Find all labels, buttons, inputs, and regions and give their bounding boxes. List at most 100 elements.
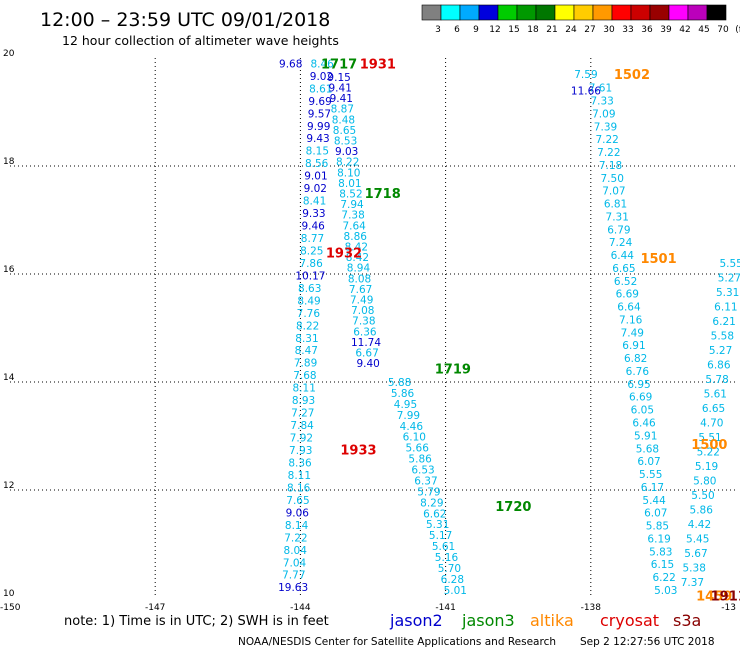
swh-value: 5.31 [716,287,739,299]
colorbar-label: (ft) [735,25,740,35]
swh-value: 5.83 [649,546,672,558]
swh-value: 8.86 [344,231,368,243]
pass-time-label: 1932 [326,246,362,261]
colorbar-label: 6 [454,25,460,35]
colorbar-swatch [706,4,727,21]
pass-time-label: 1933 [340,444,376,459]
swh-value: 9.41 [329,83,352,95]
swh-value: 8.25 [300,245,323,257]
swh-value: 6.95 [627,379,650,391]
pass-time-label: 1719 [435,363,471,378]
swh-value: 6.07 [637,456,660,468]
swh-value: 7.67 [349,284,372,296]
colorbar-swatch [592,4,613,21]
swh-value: 6.28 [441,574,464,586]
swh-value: 6.79 [607,224,630,236]
pass-time-label: 1502 [614,68,650,83]
swh-value: 6.15 [651,559,674,571]
swh-value: 9.03 [335,146,358,158]
swh-value: 8.36 [288,457,312,469]
swh-value: 5.67 [684,548,707,560]
swh-value: 9.02 [304,183,327,195]
footer-credit: NOAA/NESDIS Center for Satellite Applica… [238,636,556,648]
swh-value: 8.31 [295,333,318,345]
swh-value: 5.86 [408,454,432,466]
swh-value: 6.05 [631,405,654,417]
swh-value: 5.61 [432,541,455,553]
swh-value: 6.46 [632,418,656,430]
swh-value: 7.07 [602,186,625,198]
colorbar-label: 9 [473,25,479,35]
x-tick-label: -141 [435,603,455,613]
swh-value: 6.62 [423,508,446,520]
swh-value: 7.27 [291,408,314,420]
swh-value: 7.33 [590,96,613,108]
swh-value: 5.91 [634,430,657,442]
swh-value: 6.37 [414,475,437,487]
swh-value: 8.11 [293,383,316,395]
colorbar-swatch [668,4,689,21]
swh-value: 8.52 [339,189,362,201]
footer-timestamp: Sep 2 12:27:56 UTC 2018 [580,636,715,648]
swh-value: 7.86 [299,258,323,270]
swh-value: 7.09 [592,108,615,120]
swh-value: 5.51 [698,432,721,444]
swh-value: 7.38 [352,316,375,328]
swh-value: 8.22 [336,157,359,169]
pass-time-label: 1717 [321,57,357,72]
y-tick-label: 20 [3,49,15,59]
swh-value: 9.68 [279,58,302,70]
swh-value: 6.44 [611,250,635,262]
colorbar-label: 42 [679,25,690,35]
chart-subtitle: 12 hour collection of altimeter wave hei… [62,33,339,48]
swh-value: 8.15 [306,146,329,158]
swh-value: 7.22 [284,532,307,544]
x-tick-label: -147 [145,603,165,613]
swh-value: 7.18 [599,160,622,172]
swh-value: 8.65 [333,125,356,137]
swh-value: 4.70 [700,418,723,430]
colorbar-label: 27 [584,25,595,35]
colorbar-swatch [516,4,537,21]
colorbar-label: 3 [435,25,441,35]
swh-value: 7.59 [574,69,597,81]
colorbar-label: 15 [508,25,519,35]
swh-value: 8.93 [292,395,315,407]
swh-value: 7.38 [341,210,364,222]
pass-time-label: 1459 [696,589,732,604]
legend: jason2 jason3 altika cryosat s3a [389,611,701,630]
swh-value: 8.61 [309,83,332,95]
colorbar-label: 24 [565,25,577,35]
swh-value: 6.81 [604,199,627,211]
swh-value: 5.86 [391,388,415,400]
swh-value: 11.66 [571,85,601,97]
swh-value: 5.27 [709,345,732,357]
swh-value: 5.68 [636,443,659,455]
swh-value: 7.16 [619,314,643,326]
swh-value: 5.58 [711,331,734,343]
swh-value: 7.64 [342,220,366,232]
swh-value: 8.56 [305,158,329,170]
swh-value: 5.55 [719,258,740,270]
colorbar-swatch [611,4,632,21]
swh-value: 7.61 [589,83,612,95]
swh-value: 8.94 [347,263,371,275]
colorbar-label: 39 [660,25,672,35]
legend-entry-cryosat: cryosat [600,611,659,630]
swh-value: 7.94 [340,199,364,211]
swh-value: 8.42 [345,242,368,254]
colorbar-label: 18 [527,25,539,35]
colorbar-swatch [687,4,708,21]
swh-value: 6.76 [626,366,650,378]
swh-value: 5.01 [444,585,467,597]
colorbar-swatch [497,4,518,21]
swh-value: 8.87 [331,104,354,116]
pass-time-label: 1931 [360,57,396,72]
swh-value: 7.77 [282,570,305,582]
swh-value: 5.44 [642,495,666,507]
grid [10,58,736,598]
swh-value: 5.45 [686,533,709,545]
colorbar-label: 30 [603,25,615,35]
swh-value: 8.47 [295,345,318,357]
